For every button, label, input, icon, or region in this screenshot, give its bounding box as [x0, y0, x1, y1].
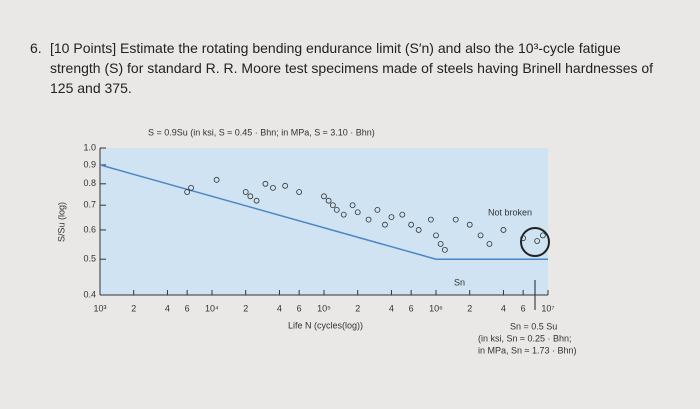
- y-axis-label: S/Su (log): [56, 202, 66, 242]
- x-tick-label: 2: [467, 303, 472, 313]
- data-point: [349, 202, 356, 209]
- y-tick-label: 0.6: [83, 224, 96, 234]
- annotation: Not broken: [488, 207, 532, 217]
- x-tick-label: 2: [131, 303, 136, 313]
- x-tick-label: 10⁴: [205, 303, 219, 313]
- x-tick-label: 6: [297, 303, 302, 313]
- data-point: [282, 182, 289, 189]
- question-number: 6.: [30, 40, 42, 56]
- x-axis-label: Life N (cycles(log)): [288, 320, 363, 330]
- question-line: strength (S) for standard R. R. Moore te…: [50, 60, 654, 76]
- x-tick-label: 6: [185, 303, 190, 313]
- y-tick-label: 0.9: [83, 159, 96, 169]
- x-tick-label: 4: [165, 303, 170, 313]
- data-point: [452, 216, 459, 223]
- data-point: [321, 193, 327, 200]
- data-point: [408, 221, 415, 228]
- data-point: [486, 241, 493, 247]
- data-point: [441, 246, 448, 253]
- data-point: [270, 184, 276, 191]
- y-tick-label: 0.5: [83, 254, 96, 264]
- data-point: [184, 189, 191, 195]
- data-point: [433, 232, 439, 239]
- data-point: [188, 184, 194, 191]
- data-point: [415, 227, 422, 233]
- data-point: [262, 180, 269, 187]
- question-line: 125 and 375.: [50, 80, 132, 96]
- y-tick-label: 0.8: [83, 178, 96, 188]
- annotation: (in ksi, Sn ≈ 0.25 · Bhn;: [478, 333, 571, 343]
- data-point: [427, 216, 434, 223]
- x-tick-label: 10⁷: [541, 303, 554, 313]
- y-tick-label: 0.4: [83, 289, 96, 299]
- x-tick-label: 4: [501, 303, 506, 313]
- data-point: [325, 197, 332, 204]
- data-point: [253, 197, 260, 204]
- data-point: [382, 221, 388, 228]
- data-point: [437, 241, 444, 247]
- x-tick-label: 4: [277, 303, 282, 313]
- data-point: [534, 238, 541, 244]
- x-tick-label: 6: [409, 303, 414, 313]
- curve: [99, 164, 548, 260]
- question-line: [10 Points] Estimate the rotating bendin…: [50, 40, 621, 56]
- data-point: [399, 211, 406, 218]
- data-point: [466, 221, 473, 228]
- annotation: S = 0.9Su (in ksi, S ≈ 0.45 · Bhn; in MP…: [148, 127, 375, 137]
- x-tick-label: 2: [243, 303, 248, 313]
- data-point: [374, 206, 381, 213]
- x-tick-label: 2: [355, 303, 360, 313]
- data-point: [354, 209, 361, 216]
- data-point: [500, 227, 507, 233]
- x-tick-label: 10⁵: [317, 303, 331, 313]
- data-point: [340, 211, 347, 218]
- data-point: [296, 189, 303, 195]
- y-tick-label: 1.0: [83, 142, 96, 152]
- data-point: [333, 206, 340, 213]
- annotation: Sn: [454, 277, 465, 287]
- data-point: [520, 235, 527, 242]
- plot-area: [100, 148, 548, 295]
- highlight-circle: [520, 227, 550, 257]
- annotation: Sn = 0.5 Su: [510, 321, 557, 331]
- y-tick-label: 0.7: [83, 200, 96, 210]
- data-point: [365, 216, 372, 223]
- data-point: [247, 193, 254, 200]
- x-tick-label: 10³: [93, 303, 106, 313]
- data-point: [477, 232, 484, 239]
- x-tick-label: 6: [521, 303, 526, 313]
- data-point: [329, 202, 336, 209]
- data-point: [388, 214, 395, 221]
- data-point: [242, 189, 249, 195]
- data-point: [539, 232, 546, 239]
- annotation: in MPa, Sn ≈ 1.73 · Bhn): [478, 345, 577, 355]
- x-tick-label: 10⁶: [429, 303, 443, 313]
- x-tick-label: 4: [389, 303, 394, 313]
- data-point: [213, 176, 220, 183]
